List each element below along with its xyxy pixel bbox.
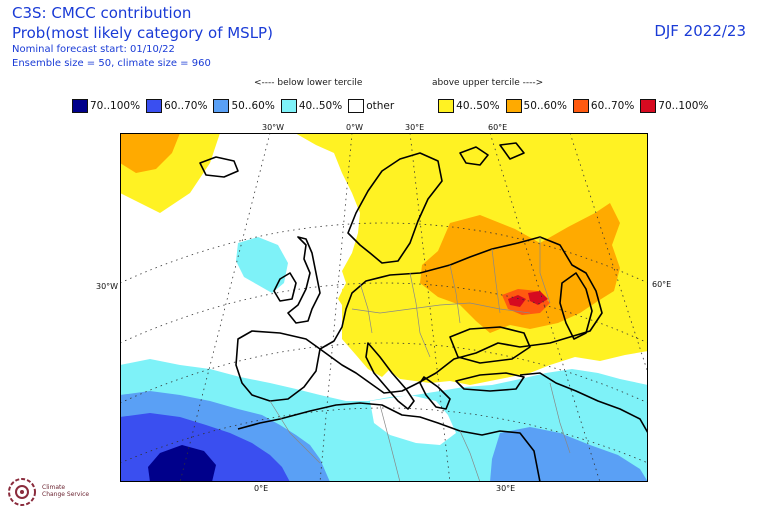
above-tercile-note: above upper tercile ----> [432, 78, 544, 88]
map-frame [120, 133, 648, 482]
legend-item-above-40-50: 40..50% [438, 99, 500, 113]
season-label: DJF 2022/23 [654, 22, 746, 40]
graticule [120, 133, 648, 482]
axis-label-right-60e: 60°E [652, 280, 672, 289]
cyan-region-atlantic [236, 237, 288, 293]
coastline-italy [365, 342, 415, 410]
below-tercile-note: <---- below lower tercile [254, 78, 363, 88]
coastline-iceland [199, 156, 239, 178]
axis-label-top-30w: 30°W [262, 123, 285, 132]
legend-label: other [366, 100, 395, 112]
legend-item-below-40-50: 40..50% [280, 99, 343, 113]
axis-label-left-30w: 30°W [96, 282, 119, 291]
coastline-caspian-sea [559, 272, 593, 340]
orange-region [120, 133, 620, 333]
legend-swatch [72, 99, 88, 113]
coastline-continental-europe [319, 236, 603, 394]
country-borders [269, 237, 571, 482]
legend-item-above-50-60: 50..60% [505, 99, 567, 113]
legend-item-below-60-70: 60..70% [146, 99, 207, 113]
legend-label: 60..70% [590, 100, 635, 112]
coastline-greece-turkey [419, 372, 525, 410]
legend-swatch [572, 99, 589, 113]
axis-label-top-30e: 30°E [405, 123, 425, 132]
legend-label: 40..50% [456, 100, 500, 112]
legend-label: 70..100% [90, 100, 141, 112]
white-region-mediterranean [370, 395, 456, 445]
coastline-north-africa [237, 402, 541, 482]
legend-swatch [438, 99, 455, 113]
legend-swatch [146, 99, 163, 113]
probability-map [120, 133, 648, 482]
title-line-2: Prob(most likely category of MSLP) [12, 24, 273, 42]
axis-label-bottom-0e: 0°E [254, 484, 269, 493]
legend-swatch [348, 99, 365, 113]
legend-label: 40..50% [298, 100, 343, 112]
coastlines [199, 142, 648, 482]
legend-swatch [280, 99, 297, 113]
legend-swatch [213, 99, 230, 113]
dark-blue-region [148, 445, 216, 482]
logo-text-line1: Climate [42, 484, 66, 491]
red-region [508, 291, 548, 307]
axis-label-top-0: 0°W [346, 123, 363, 132]
yellow-region-central [342, 281, 420, 377]
legend-item-above-70-100: 70..100% [640, 99, 708, 113]
axis-label-top-60e: 60°E [488, 123, 508, 132]
axis-label-bottom-30e: 30°E [496, 484, 516, 493]
legend-swatch [640, 99, 657, 113]
coastline-arctic-islands [459, 142, 525, 166]
logo-text: Climate Change Service [42, 484, 89, 498]
legend-label: 50..60% [523, 100, 567, 112]
legend-item-below-70-100: 70..100% [72, 99, 140, 113]
legend-item-other: other [348, 99, 394, 113]
legend-label: 60..70% [164, 100, 208, 112]
coastline-scandinavia [347, 152, 443, 264]
legend-label: 50..60% [231, 100, 275, 112]
ensemble-size-text: Ensemble size = 50, climate size = 960 [12, 58, 211, 69]
climate-change-service-logo [8, 478, 36, 506]
coastline-ireland [273, 272, 297, 302]
legend-item-above-60-70: 60..70% [572, 99, 635, 113]
legend-item-below-50-60: 50..60% [213, 99, 275, 113]
color-legend: 70..100% 60..70% 50..60% 40..50% other 4… [72, 98, 714, 114]
forecast-start-text: Nominal forecast start: 01/10/22 [12, 44, 175, 55]
legend-swatch [505, 99, 522, 113]
legend-label: 70..100% [658, 100, 709, 112]
coastline-british-isles [287, 236, 321, 324]
coastline-middle-east [519, 372, 648, 434]
title-line-1: C3S: CMCC contribution [12, 4, 192, 22]
coastline-iberia [235, 330, 321, 402]
coastline-black-sea [449, 326, 531, 364]
logo-text-line2: Change Service [42, 491, 90, 498]
